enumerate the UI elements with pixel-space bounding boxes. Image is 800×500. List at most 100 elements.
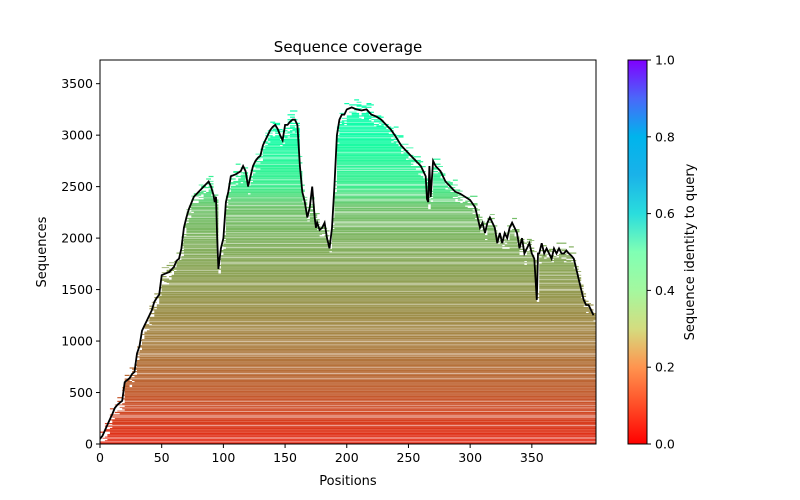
coverage-row: [398, 136, 404, 138]
coverage-row: [159, 298, 537, 300]
coverage-row: [230, 178, 236, 180]
coverage-row: [183, 226, 219, 228]
coverage-row: [250, 184, 305, 186]
x-tick-label: 200: [335, 450, 359, 465]
coverage-row: [161, 285, 537, 288]
coverage-row: [124, 399, 596, 401]
coverage-row: [336, 154, 414, 157]
coverage-row: [154, 310, 592, 312]
coverage-row: [183, 224, 219, 226]
coverage-row: [134, 381, 596, 383]
coverage-row: [161, 294, 537, 296]
coverage-row: [334, 199, 456, 201]
coverage-row: [149, 319, 596, 321]
coverage-row: [129, 367, 596, 369]
coverage-row: [566, 261, 572, 262]
coverage-row: [539, 294, 584, 296]
coverage-row: [290, 116, 295, 118]
coverage-row: [332, 236, 503, 238]
coverage-row: [433, 194, 463, 196]
coverage-row: [124, 374, 130, 376]
coverage-row: [341, 117, 362, 119]
coverage-row: [112, 420, 596, 422]
coverage-row: [541, 256, 547, 258]
coverage-row: [509, 236, 520, 238]
coverage-row: [161, 290, 537, 292]
coverage-row: [137, 353, 596, 355]
coverage-row: [235, 175, 248, 178]
coverage-row: [539, 273, 579, 275]
coverage-row: [235, 163, 241, 165]
coverage-row: [364, 117, 372, 120]
coverage-row: [169, 268, 537, 270]
coverage-row: [588, 311, 594, 313]
coverage-row: [112, 421, 596, 423]
coverage-row: [228, 204, 308, 206]
coverage-row: [223, 246, 330, 248]
coverage-row: [186, 217, 219, 220]
coverage-row: [430, 206, 468, 208]
coverage-row: [176, 266, 219, 268]
coverage-row: [225, 199, 308, 201]
coverage-row: [198, 184, 204, 186]
coverage-row: [233, 171, 239, 173]
coverage-row: [149, 313, 596, 315]
coverage-row: [265, 135, 273, 137]
coverage-row: [433, 182, 446, 183]
coverage-row: [114, 418, 596, 420]
coverage-row: [139, 351, 596, 353]
coverage-row: [220, 251, 330, 253]
coverage-row: [223, 231, 327, 233]
coverage-row: [255, 172, 303, 174]
coverage-row: [233, 172, 239, 173]
coverage-row: [332, 226, 483, 228]
coverage-row: [364, 116, 384, 118]
coverage-row: [124, 383, 596, 385]
coverage-row: [122, 389, 596, 391]
coverage-row: [109, 408, 115, 410]
coverage-row: [487, 234, 495, 236]
colorbar-label: Sequence identity to query: [683, 163, 698, 340]
coverage-row: [225, 213, 308, 215]
coverage-row: [509, 231, 520, 233]
coverage-row: [509, 247, 520, 249]
coverage-row: [144, 325, 596, 327]
coverage-row: [332, 238, 485, 241]
coverage-row: [225, 234, 323, 235]
coverage-row: [220, 266, 537, 268]
coverage-row: [139, 357, 596, 359]
coverage-row: [134, 364, 596, 367]
coverage-row: [539, 255, 547, 257]
coverage-row: [561, 250, 567, 252]
coverage-row: [529, 247, 535, 249]
coverage-row: [132, 371, 596, 373]
coverage-row: [265, 147, 300, 149]
coverage-row: [144, 324, 150, 326]
coverage-row: [183, 248, 219, 250]
coverage-row: [223, 235, 320, 237]
coverage-row: [253, 164, 300, 166]
coverage-row: [161, 267, 170, 269]
coverage-row: [250, 182, 303, 184]
coverage-row: [568, 246, 574, 248]
coverage-row: [183, 255, 219, 257]
coverage-row: [539, 267, 574, 269]
coverage-row: [336, 179, 429, 181]
coverage-row: [290, 136, 300, 138]
coverage-row: [433, 178, 443, 180]
coverage-row: [188, 205, 219, 207]
coverage-row: [134, 376, 596, 378]
coverage-row: [220, 256, 535, 257]
x-tick-label: 300: [458, 450, 482, 465]
coverage-row: [159, 292, 537, 294]
coverage-row: [104, 429, 596, 431]
coverage-row: [551, 256, 557, 257]
coverage-row: [336, 153, 409, 155]
coverage-row: [334, 196, 431, 199]
coverage-row: [164, 280, 537, 283]
coverage-row: [262, 151, 300, 153]
coverage-row: [223, 243, 330, 246]
coverage-row: [176, 263, 219, 265]
coverage-row: [433, 188, 446, 190]
coverage-row: [512, 217, 517, 220]
